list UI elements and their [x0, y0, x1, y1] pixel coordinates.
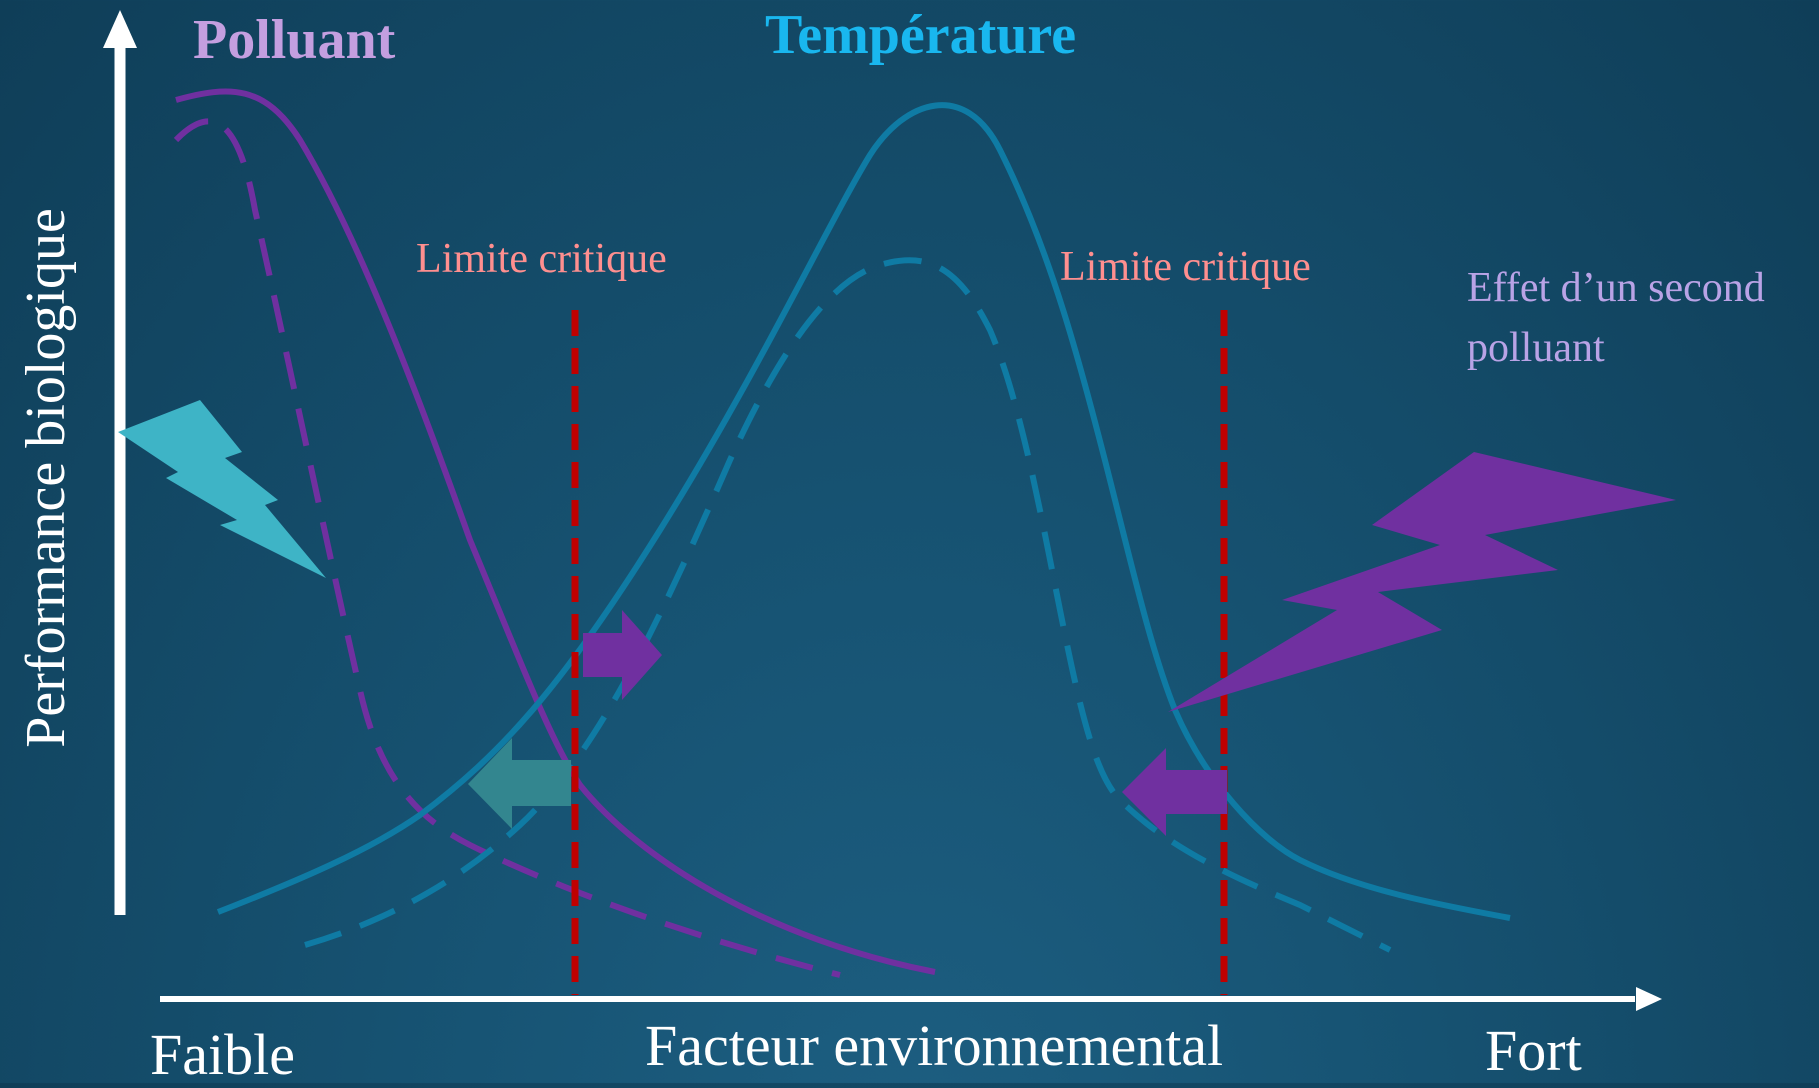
critical-limit-label-right: Limite critique — [1060, 244, 1311, 290]
lightning-bolt-icon — [1168, 452, 1676, 712]
critical-limits — [571, 310, 1228, 995]
arrow-left-icon — [468, 738, 571, 829]
arrow-right-icon — [583, 610, 662, 700]
pollutant-title: Polluant — [193, 9, 396, 71]
second-pollutant-label-line2: polluant — [1467, 325, 1605, 371]
second-pollutant-label-line1: Effet d’un second — [1467, 265, 1765, 311]
x-axis-low-label: Faible — [150, 1022, 295, 1083]
shift-arrows — [468, 610, 1227, 836]
labels: Polluant Température Limite critique Lim… — [15, 4, 1765, 1087]
x-axis-arrowhead — [1636, 987, 1662, 1011]
pollutant-solid-curve — [175, 88, 936, 975]
y-axis-label: Performance biologique — [15, 208, 77, 748]
arrow-left-icon — [1122, 748, 1227, 836]
critical-limit-label-left: Limite critique — [416, 236, 667, 282]
temperature-title: Température — [765, 4, 1076, 66]
temperature-solid-curve — [216, 102, 1511, 921]
y-axis-arrowhead — [103, 10, 137, 48]
x-axis-high-label: Fort — [1485, 1018, 1582, 1083]
lightning-bolt-icon — [118, 400, 326, 578]
x-axis-label: Facteur environnemental — [645, 1013, 1223, 1078]
pollutant-curves — [173, 88, 936, 978]
temperature-curves — [216, 102, 1511, 953]
lightning-bolts — [118, 400, 1676, 712]
axes — [103, 10, 1662, 1011]
pollutant-dashed-curve — [173, 118, 841, 978]
